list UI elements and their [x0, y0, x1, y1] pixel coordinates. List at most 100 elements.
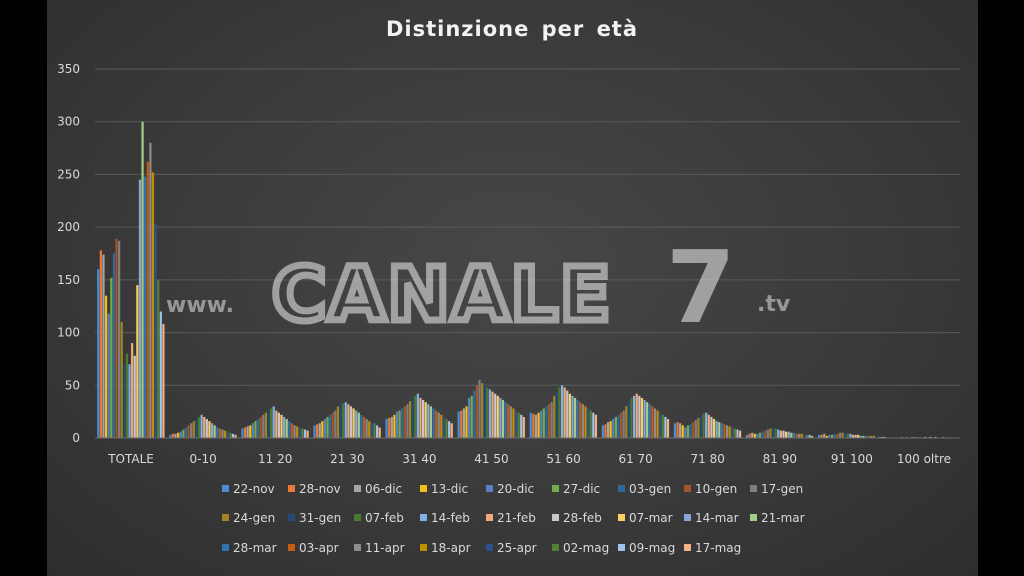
- bar: [408, 401, 412, 438]
- bar: [803, 434, 806, 438]
- bar: [192, 421, 195, 438]
- bar: [918, 436, 921, 438]
- bar: [494, 393, 497, 438]
- bar: [118, 240, 121, 438]
- bar: [774, 428, 777, 438]
- bar: [766, 429, 769, 438]
- bar: [144, 176, 147, 438]
- bar: [782, 430, 785, 438]
- bar: [929, 436, 932, 438]
- bar: [872, 435, 875, 438]
- x-tick-label: TOTALE: [107, 452, 154, 466]
- bar: [547, 404, 551, 438]
- bar: [200, 414, 203, 438]
- bar: [226, 431, 229, 438]
- bar: [694, 420, 697, 438]
- legend-label: 17-gen: [761, 482, 803, 496]
- bar: [707, 414, 710, 438]
- bar: [594, 414, 598, 438]
- legend-label: 02-mag: [563, 541, 609, 555]
- legend-label: 07-feb: [365, 511, 404, 525]
- bar: [913, 436, 916, 438]
- bar: [285, 419, 288, 438]
- bar: [478, 380, 481, 438]
- bar: [326, 416, 329, 438]
- bar: [162, 324, 165, 438]
- bar: [264, 412, 267, 438]
- legend-label: 09-mag: [629, 541, 675, 555]
- bar: [179, 431, 182, 438]
- bar: [293, 425, 296, 438]
- bar: [653, 408, 657, 438]
- bar: [532, 413, 535, 438]
- bar: [661, 414, 664, 438]
- bar: [798, 433, 801, 438]
- x-tick-label: 81 90: [763, 452, 797, 466]
- bar: [553, 395, 556, 438]
- bar: [234, 434, 237, 438]
- bar: [635, 393, 638, 438]
- bar: [151, 172, 155, 438]
- bar: [725, 425, 729, 438]
- bar: [450, 423, 453, 438]
- x-tick-label: 21 30: [330, 452, 364, 466]
- bar: [370, 422, 373, 438]
- watermark-number: 7: [666, 229, 736, 346]
- bar: [612, 419, 615, 438]
- bar: [483, 385, 486, 438]
- bar: [679, 423, 682, 438]
- bar: [792, 432, 796, 438]
- bar: [537, 412, 540, 438]
- bar: [571, 395, 574, 438]
- bar: [731, 427, 734, 438]
- legend-label: 13-dic: [431, 482, 468, 496]
- legend-swatch: [618, 514, 625, 521]
- bar: [169, 434, 172, 438]
- bar: [112, 253, 116, 438]
- bar: [296, 426, 299, 438]
- bar: [764, 430, 767, 438]
- watermark-brand: CANALE: [272, 252, 612, 338]
- legend-swatch: [420, 514, 427, 521]
- x-tick-label: 71 80: [691, 452, 725, 466]
- bar: [643, 400, 646, 438]
- bar: [568, 393, 571, 438]
- bar: [290, 423, 294, 438]
- bar: [576, 400, 579, 438]
- bar: [761, 431, 764, 438]
- bar: [99, 250, 102, 438]
- bar: [283, 416, 286, 438]
- bar: [542, 408, 545, 438]
- bar: [280, 414, 283, 438]
- bar: [316, 424, 319, 438]
- bar: [187, 425, 190, 438]
- bar: [676, 422, 679, 438]
- bar: [275, 410, 278, 438]
- y-tick-label: 300: [57, 115, 80, 129]
- bar: [880, 436, 883, 438]
- bar: [342, 403, 345, 438]
- bar: [241, 428, 244, 438]
- bar: [545, 406, 548, 438]
- y-tick-label: 350: [57, 62, 80, 76]
- bar: [664, 416, 667, 438]
- bar: [854, 434, 857, 438]
- bar: [723, 424, 726, 438]
- bar: [390, 416, 393, 438]
- bar: [424, 402, 427, 438]
- bar: [617, 414, 620, 438]
- bar: [205, 419, 208, 438]
- bar: [823, 433, 826, 438]
- bar: [563, 387, 566, 438]
- bar: [102, 254, 105, 438]
- bar: [592, 412, 595, 438]
- bar: [375, 425, 379, 438]
- bar: [329, 414, 332, 438]
- legend-label: 25-apr: [497, 541, 537, 555]
- bar: [702, 413, 705, 438]
- bar: [306, 430, 309, 438]
- bar: [514, 410, 518, 438]
- bar: [378, 427, 381, 438]
- bar: [190, 423, 193, 438]
- bar: [445, 419, 448, 438]
